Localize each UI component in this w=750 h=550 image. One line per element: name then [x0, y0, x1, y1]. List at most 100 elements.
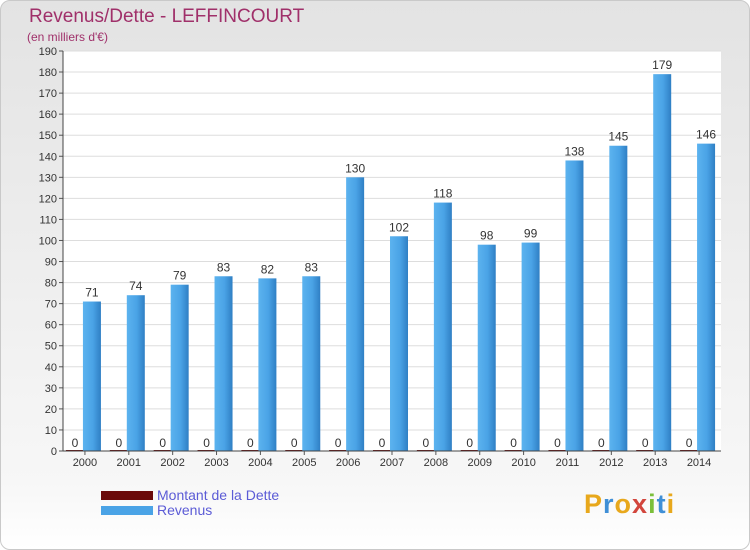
- x-tick-label: 2012: [599, 457, 623, 469]
- x-tick-label: 2005: [292, 457, 316, 469]
- bar-revenus-2013: [653, 74, 672, 451]
- y-tick-label: 120: [39, 193, 57, 205]
- y-tick-label: 180: [39, 67, 57, 79]
- y-tick-label: 140: [39, 151, 57, 163]
- data-label-dette-2013: 0: [642, 436, 649, 450]
- data-label-revenus-2003: 83: [217, 260, 231, 274]
- bar-revenus-2005: [302, 276, 321, 451]
- logo-letter: t: [656, 489, 667, 519]
- data-label-dette-2007: 0: [379, 436, 386, 450]
- data-label-dette-2011: 0: [554, 436, 561, 450]
- y-tick-label: 100: [39, 235, 57, 247]
- data-label-dette-2005: 0: [291, 436, 298, 450]
- y-tick-label: 30: [45, 383, 57, 395]
- y-tick-label: 0: [51, 446, 57, 458]
- bars: [65, 74, 716, 451]
- data-label-revenus-2002: 79: [173, 269, 187, 283]
- data-label-revenus-2006: 130: [345, 161, 365, 175]
- x-tick-label: 2008: [424, 457, 448, 469]
- logo-letter: i: [648, 489, 657, 519]
- data-label-dette-2003: 0: [203, 436, 210, 450]
- data-label-revenus-2008: 118: [433, 187, 452, 201]
- x-tick-label: 2009: [467, 457, 491, 469]
- data-label-dette-2000: 0: [72, 436, 79, 450]
- data-label-dette-2004: 0: [247, 436, 254, 450]
- x-tick-label: 2003: [204, 457, 228, 469]
- axes: 0102030405060708090100110120130140150160…: [39, 46, 721, 469]
- data-label-dette-2002: 0: [159, 436, 166, 450]
- legend-label-dette: Montant de la Dette: [157, 487, 280, 503]
- data-label-revenus-2007: 102: [389, 220, 409, 234]
- data-label-revenus-2001: 74: [129, 279, 143, 293]
- data-label-revenus-2014: 146: [696, 128, 716, 142]
- data-label-dette-2006: 0: [335, 436, 342, 450]
- x-tick-label: 2007: [380, 457, 404, 469]
- data-label-dette-2001: 0: [115, 436, 122, 450]
- x-tick-label: 2011: [556, 457, 580, 469]
- y-tick-label: 60: [45, 320, 57, 332]
- bar-revenus-2002: [170, 284, 189, 451]
- data-labels: 0 71 0 74 0 79 0 83 0 82 0 83 0 130 0 102 0 118 0 98 0 99 0 138…: [72, 58, 717, 450]
- logo-letter: P: [584, 489, 604, 519]
- y-tick-label: 110: [39, 214, 57, 226]
- y-tick-label: 70: [45, 299, 57, 311]
- data-label-dette-2009: 0: [466, 436, 473, 450]
- y-tick-label: 20: [45, 404, 57, 416]
- x-tick-label: 2001: [117, 457, 141, 469]
- y-tick-label: 150: [39, 130, 57, 142]
- data-label-revenus-2004: 82: [261, 262, 275, 276]
- bar-revenus-2003: [214, 276, 233, 451]
- data-label-revenus-2000: 71: [85, 286, 99, 300]
- bar-revenus-2011: [565, 160, 584, 451]
- y-tick-label: 80: [45, 278, 57, 290]
- legend-swatch-dette: [101, 490, 153, 500]
- x-tick-label: 2014: [687, 457, 711, 469]
- logo-letter: r: [603, 489, 615, 519]
- y-tick-label: 170: [39, 88, 57, 100]
- bar-revenus-2010: [521, 242, 540, 451]
- y-tick-label: 90: [45, 257, 57, 269]
- chart-title: Revenus/Dette - LEFFINCOURT: [29, 6, 305, 27]
- legend-swatch-revenus: [101, 505, 153, 515]
- bar-revenus-2001: [126, 295, 145, 451]
- y-tick-label: 10: [45, 425, 57, 437]
- chart-subtitle: (en milliers d'€): [27, 30, 108, 44]
- bar-revenus-2009: [477, 244, 496, 451]
- logo-letter: i: [666, 489, 676, 519]
- bar-revenus-2004: [258, 278, 277, 451]
- y-tick-label: 40: [45, 362, 57, 374]
- bar-revenus-2000: [82, 301, 101, 451]
- data-label-revenus-2009: 98: [480, 229, 494, 243]
- y-tick-label: 130: [39, 172, 57, 184]
- bar-revenus-2007: [390, 236, 408, 451]
- bar-revenus-2012: [609, 145, 628, 451]
- x-tick-label: 2004: [248, 457, 272, 469]
- proxiti-logo: Proxiti: [584, 489, 675, 520]
- data-label-revenus-2011: 138: [564, 144, 584, 158]
- bar-revenus-2006: [346, 177, 365, 451]
- data-label-dette-2012: 0: [598, 436, 605, 450]
- data-label-revenus-2010: 99: [524, 227, 538, 241]
- x-tick-label: 2013: [643, 457, 667, 469]
- y-tick-label: 50: [45, 341, 57, 353]
- legend-item-revenus: Revenus: [101, 502, 212, 518]
- legend-label-revenus: Revenus: [157, 502, 213, 518]
- logo-letter: o: [614, 489, 633, 519]
- y-tick-label: 190: [39, 46, 57, 58]
- x-tick-label: 2010: [511, 457, 535, 469]
- data-label-dette-2014: 0: [686, 436, 693, 450]
- data-label-revenus-2005: 83: [305, 260, 319, 274]
- x-tick-label: 2006: [336, 457, 360, 469]
- bar-revenus-2014: [697, 143, 716, 451]
- bar-revenus-2008: [433, 202, 452, 451]
- y-tick-label: 160: [39, 109, 57, 121]
- data-label-dette-2010: 0: [510, 436, 517, 450]
- logo-letter: x: [632, 489, 649, 519]
- legend-item-dette: Montant de la Dette: [101, 487, 279, 503]
- data-label-dette-2008: 0: [423, 436, 430, 450]
- data-label-revenus-2013: 179: [652, 58, 672, 72]
- x-tick-label: 2002: [160, 457, 184, 469]
- data-label-revenus-2012: 145: [608, 130, 628, 144]
